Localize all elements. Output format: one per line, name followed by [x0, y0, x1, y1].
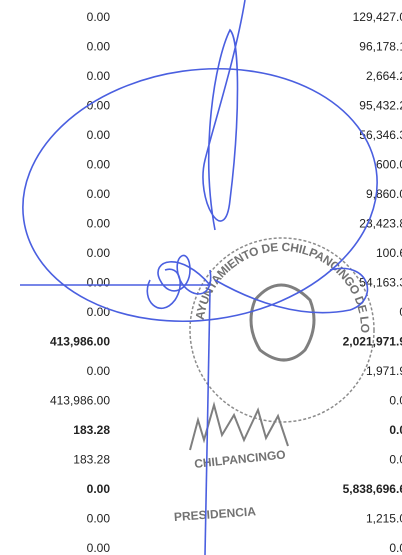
- left-amount: 0.00: [87, 10, 111, 24]
- left-amount: 0.00: [87, 512, 111, 526]
- right-amount: 2,664.2: [366, 69, 402, 83]
- right-amount: 0.0: [389, 453, 402, 467]
- right-amount: 9,860.0: [366, 187, 402, 201]
- left-amount: 0.00: [87, 40, 111, 54]
- right-amount: 129,427.0: [353, 10, 402, 24]
- left-amount: 413,986.00: [50, 335, 110, 349]
- right-amount: 1,215.0: [366, 512, 402, 526]
- right-amount: 0.0: [389, 541, 402, 555]
- left-amount: 183.28: [73, 453, 110, 467]
- right-amount: 100.6: [376, 246, 402, 260]
- right-amount: 2,021,971.9: [343, 335, 402, 349]
- right-amount: 54,163.3: [359, 276, 402, 290]
- left-amount: 183.28: [73, 423, 110, 437]
- left-amount: 0.00: [87, 541, 111, 555]
- left-amount: 0.00: [87, 128, 111, 142]
- left-amount: 0.00: [87, 217, 111, 231]
- right-amount: 0: [399, 305, 402, 319]
- right-amount: 96,178.1: [359, 40, 402, 54]
- right-amount: 56,346.3: [359, 128, 402, 142]
- left-amount: 0.00: [87, 305, 111, 319]
- left-amount: 0.00: [87, 276, 111, 290]
- right-amount: 1,971.9: [366, 364, 402, 378]
- left-amount: 0.00: [87, 482, 111, 496]
- stamp-office: PRESIDENCIA: [174, 504, 257, 524]
- stamp: AYUNTAMIENTO DE CHILPANCINGO DE LOS BRAV…: [0, 0, 375, 524]
- rows: 0.00 129,427.00.00 96,178.10.00 2,664.20.00…: [50, 10, 402, 555]
- left-amount: 0.00: [87, 69, 111, 83]
- left-amount: 0.00: [87, 364, 111, 378]
- right-amount: 600.0: [376, 158, 402, 172]
- signature: [20, 0, 378, 555]
- left-amount: 0.00: [87, 99, 111, 113]
- right-amount: 95,432.2: [359, 99, 402, 113]
- left-amount: 0.00: [87, 246, 111, 260]
- left-amount: 413,986.00: [50, 394, 110, 408]
- left-amount: 0.00: [87, 158, 111, 172]
- right-amount: 0.0: [389, 394, 402, 408]
- right-amount: 5,838,696.6: [343, 482, 402, 496]
- right-amount: 0.0: [389, 423, 402, 437]
- left-amount: 0.00: [87, 187, 111, 201]
